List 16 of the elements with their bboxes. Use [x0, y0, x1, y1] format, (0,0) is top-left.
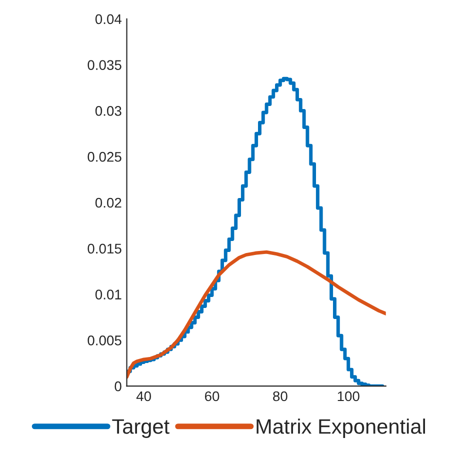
y-tick-label: 0.035: [88, 60, 122, 70]
y-tick-label: 0.015: [88, 244, 122, 254]
y-tick-label: 0.01: [95, 290, 122, 300]
y-tick-label: 0.005: [88, 336, 122, 346]
y-tick-label: 0.03: [95, 106, 122, 116]
x-tick-label: 60: [204, 391, 220, 402]
y-tick-label: 0: [114, 381, 122, 392]
x-tick-label: 80: [273, 391, 288, 402]
line-series: [126, 250, 386, 379]
legend-label: Matrix Exponential: [256, 418, 425, 438]
legend-label: Target: [112, 419, 170, 438]
y-tick-label: 0.02: [95, 198, 122, 208]
x-tick-label: 40: [136, 391, 151, 402]
y-tick-label: 0.025: [88, 152, 122, 162]
x-tick-label: 100: [338, 391, 360, 402]
y-tick-label: 0.04: [95, 14, 122, 24]
